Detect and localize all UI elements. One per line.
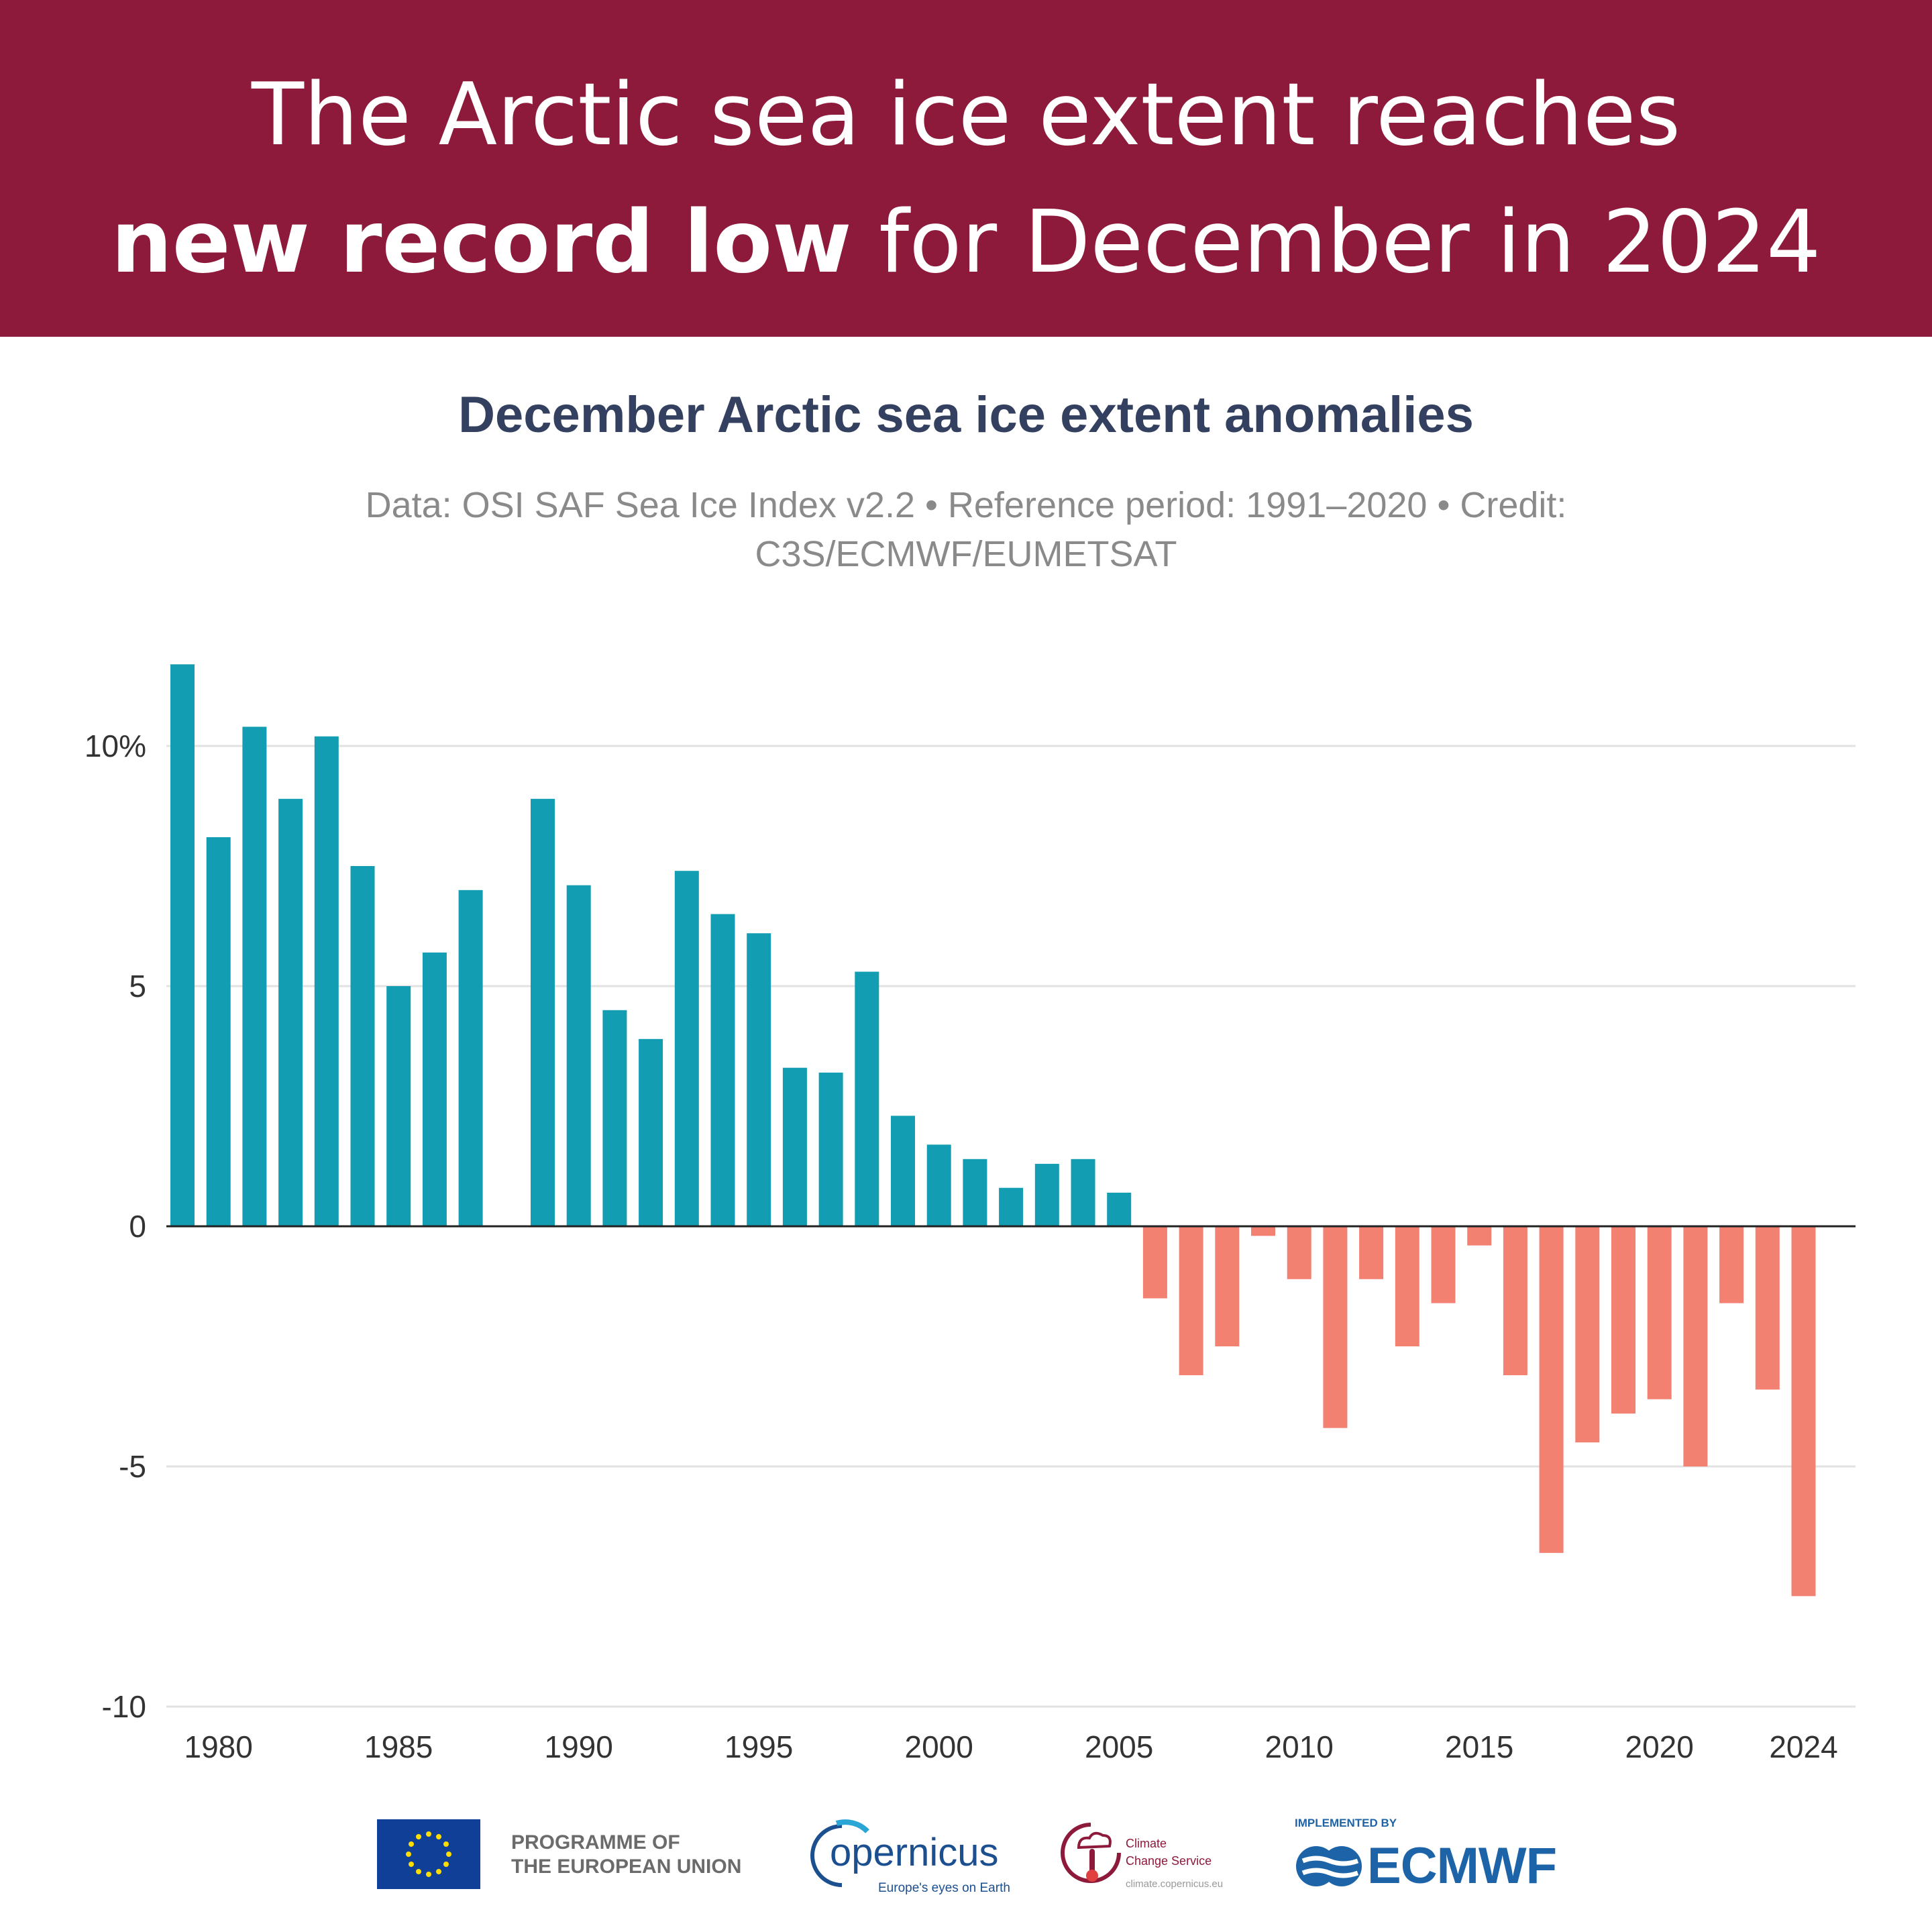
bar-2017 bbox=[1539, 1226, 1564, 1553]
bar-2024 bbox=[1791, 1226, 1816, 1597]
y-tick-label: -5 bbox=[119, 1449, 146, 1484]
copernicus-arc-icon bbox=[810, 1819, 869, 1887]
bar-1979 bbox=[170, 664, 195, 1226]
bar-1998 bbox=[855, 971, 879, 1226]
x-tick-label: 2010 bbox=[1265, 1729, 1334, 1764]
copernicus-logo: opernicus Europe's eyes on Earth bbox=[802, 1811, 1010, 1898]
chart-title: December Arctic sea ice extent anomalies bbox=[458, 386, 1474, 443]
logo-bar: PROGRAMME OF THE EUROPEAN UNION opernicu… bbox=[0, 1805, 1932, 1919]
banner-headline-emphasis: new record low bbox=[111, 193, 852, 292]
bar-1981 bbox=[242, 727, 267, 1226]
banner-headline-line-2: new record low for December in 2024 bbox=[0, 189, 1932, 297]
bar-1983 bbox=[314, 736, 339, 1226]
bar-1995 bbox=[747, 933, 771, 1226]
bar-1990 bbox=[566, 885, 591, 1226]
x-tick-label: 1995 bbox=[724, 1729, 793, 1764]
eu-flag-icon bbox=[377, 1819, 480, 1889]
bar-2001 bbox=[963, 1159, 987, 1226]
eu-programme-text-line-1: PROGRAMME OF bbox=[511, 1831, 680, 1854]
bar-2009 bbox=[1251, 1226, 1275, 1236]
climate-thermometer-icon bbox=[1061, 1823, 1121, 1883]
bar-1989 bbox=[531, 798, 555, 1226]
bar-1982 bbox=[278, 798, 303, 1226]
bar-2015 bbox=[1467, 1226, 1492, 1246]
ecmwf-logo: IMPLEMENTED BY ECMWF bbox=[1293, 1817, 1575, 1897]
bar-1997 bbox=[818, 1072, 843, 1226]
bar-2005 bbox=[1107, 1192, 1132, 1226]
banner-headline-rest: for December in 2024 bbox=[851, 193, 1821, 292]
bar-1999 bbox=[891, 1116, 915, 1226]
x-tick-label: 1985 bbox=[364, 1729, 433, 1764]
bar-2000 bbox=[926, 1144, 951, 1226]
bar-1985 bbox=[386, 986, 411, 1226]
c3s-name-line-2: Change Service bbox=[1126, 1854, 1212, 1868]
bar-1993 bbox=[674, 871, 699, 1226]
bar-2014 bbox=[1431, 1226, 1456, 1303]
x-tick-label: 2005 bbox=[1085, 1729, 1153, 1764]
bar-2016 bbox=[1503, 1226, 1527, 1375]
bar-1980 bbox=[206, 837, 231, 1226]
bar-2022 bbox=[1719, 1226, 1744, 1303]
bar-1992 bbox=[639, 1038, 663, 1226]
chart-subtitle-line-1: Data: OSI SAF Sea Ice Index v2.2 • Refer… bbox=[365, 485, 1567, 525]
y-tick-label: -10 bbox=[102, 1689, 146, 1724]
chart-subtitle-line-2: C3S/ECMWF/EUMETSAT bbox=[755, 534, 1177, 574]
bar-2023 bbox=[1755, 1226, 1780, 1390]
bar-chart: 10% 5 0 -5 -10 1980 1985 1990 1995 2000 2005 2010 20… bbox=[85, 664, 1856, 1764]
bars bbox=[170, 664, 1816, 1597]
bar-2019 bbox=[1611, 1226, 1635, 1414]
c3s-logo: Climate Change Service climate.copernicu… bbox=[1059, 1817, 1260, 1897]
x-tick-label: 1990 bbox=[545, 1729, 613, 1764]
x-tick-label: 2000 bbox=[905, 1729, 973, 1764]
bar-1996 bbox=[782, 1067, 807, 1226]
bar-1991 bbox=[602, 1010, 627, 1226]
bar-1994 bbox=[710, 914, 735, 1226]
bar-1987 bbox=[458, 890, 483, 1226]
bar-2010 bbox=[1287, 1226, 1311, 1279]
axes: 10% 5 0 -5 -10 1980 1985 1990 1995 2000 2005 2010 20… bbox=[85, 729, 1856, 1764]
x-tick-label: 1980 bbox=[184, 1729, 253, 1764]
bar-2007 bbox=[1179, 1226, 1203, 1375]
gridlines bbox=[166, 745, 1856, 1708]
eu-programme-text-line-2: THE EUROPEAN UNION bbox=[511, 1856, 742, 1878]
y-tick-label: 5 bbox=[129, 969, 146, 1004]
copernicus-tagline: Europe's eyes on Earth bbox=[878, 1881, 1010, 1895]
copernicus-wordmark: opernicus bbox=[830, 1831, 999, 1874]
bar-2006 bbox=[1142, 1226, 1167, 1299]
y-tick-label: 10% bbox=[85, 729, 146, 763]
banner-headline-line-1: The Arctic sea ice extent reaches bbox=[251, 65, 1681, 165]
bar-2002 bbox=[999, 1187, 1024, 1226]
bar-2004 bbox=[1071, 1159, 1095, 1226]
y-tick-label: 0 bbox=[129, 1209, 146, 1244]
bar-1986 bbox=[422, 952, 447, 1226]
ecmwf-emblem-icon bbox=[1296, 1846, 1362, 1886]
banner: The Arctic sea ice extent reaches new re… bbox=[0, 0, 1932, 337]
implemented-by-label: IMPLEMENTED BY bbox=[1295, 1817, 1397, 1829]
x-tick-label: 2020 bbox=[1625, 1729, 1694, 1764]
bar-2021 bbox=[1683, 1226, 1708, 1466]
bar-1984 bbox=[350, 866, 375, 1226]
bar-2012 bbox=[1359, 1226, 1384, 1279]
c3s-name-line-1: Climate bbox=[1126, 1837, 1167, 1850]
bar-2020 bbox=[1647, 1226, 1672, 1399]
x-tick-label: 2024 bbox=[1769, 1729, 1837, 1764]
bar-2011 bbox=[1323, 1226, 1348, 1428]
bar-2003 bbox=[1034, 1163, 1059, 1226]
bar-2008 bbox=[1215, 1226, 1240, 1346]
bar-2018 bbox=[1575, 1226, 1600, 1443]
x-tick-label: 2015 bbox=[1445, 1729, 1513, 1764]
c3s-url: climate.copernicus.eu bbox=[1126, 1878, 1224, 1890]
bar-2013 bbox=[1395, 1226, 1419, 1346]
ecmwf-wordmark: ECMWF bbox=[1367, 1837, 1557, 1894]
